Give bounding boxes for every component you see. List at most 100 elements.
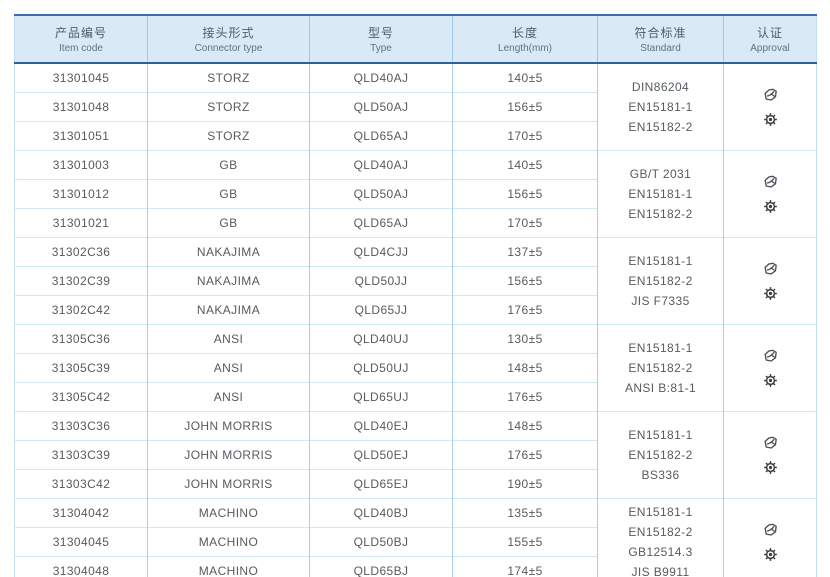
table-row: 31304045 MACHINO QLD50BJ 155±5 [14,527,817,557]
cell-code: 31305C36 [14,324,148,354]
cell-length: 137±5 [452,237,598,267]
cell-length: 156±5 [452,179,598,209]
cell-standards: EN15181-1 EN15182-2 JIS F7335 [597,237,724,325]
header-item-code: 产品编号 Item code [14,15,148,64]
cell-standards: DIN86204 EN15181-1 EN15182-2 [597,62,724,151]
cell-code: 31301003 [14,150,148,180]
header-approval-zh: 认证 [756,26,783,40]
standard-line: EN15181-1 [628,187,693,201]
approval-icons [724,87,816,127]
cell-code: 31304048 [14,556,148,577]
standard-line: GB12514.3 [628,545,693,559]
cell-connector: NAKAJIMA [147,266,310,296]
standard-line: JIS F7335 [631,294,690,308]
header-item-code-en: Item code [59,43,103,54]
header-approval-en: Approval [750,43,790,54]
cell-type: QLD50AJ [309,92,453,122]
cell-type: QLD40BJ [309,498,453,528]
table-row: 31303C39 JOHN MORRIS QLD50EJ 176±5 [14,440,817,470]
approval-icons [724,261,816,301]
cell-connector: STORZ [147,92,310,122]
approval-icons [724,522,816,562]
approval-icons [724,348,816,388]
standard-line: JIS B9911 [631,565,690,577]
cell-connector: MACHINO [147,527,310,557]
cell-code: 31304045 [14,527,148,557]
cell-type: QLD50AJ [309,179,453,209]
table-row: 31301012 GB QLD50AJ 156±5 [14,179,817,209]
cell-connector: NAKAJIMA [147,237,310,267]
standard-line: BS336 [641,468,680,482]
cell-connector: MACHINO [147,556,310,577]
cell-type: QLD65UJ [309,382,453,412]
cell-code: 31305C42 [14,382,148,412]
header-row: 产品编号 Item code 接头形式 Connector type 型号 Ty… [14,15,817,64]
cell-length: 176±5 [452,295,598,325]
header-length-en: Length(mm) [498,43,552,54]
cell-type: QLD4CJJ [309,237,453,267]
cell-length: 170±5 [452,208,598,238]
table-row: 31304042 MACHINO QLD40BJ 135±5 EN15181-1 EN15… [14,498,817,577]
table-row: 31301051 STORZ QLD65AJ 170±5 [14,121,817,151]
cell-connector: ANSI [147,382,310,412]
cell-approval [723,237,817,325]
certificate-icon [764,88,777,101]
cell-code: 31301012 [14,179,148,209]
certificate-icon [764,262,777,275]
table-row: 31305C42 ANSI QLD65UJ 176±5 [14,382,817,412]
cell-connector: STORZ [147,121,310,151]
cell-type: QLD65EJ [309,469,453,499]
cell-code: 31304042 [14,498,148,528]
cell-approval [723,498,817,577]
cell-length: 148±5 [452,411,598,441]
header-length: 长度 Length(mm) [452,15,598,64]
cell-approval [723,62,817,151]
header-approval: 认证 Approval [723,15,817,64]
table-row: 31304048 MACHINO QLD65BJ 174±5 [14,556,817,577]
cell-type: QLD50UJ [309,353,453,383]
gear-seal-icon [763,287,777,300]
cell-length: 190±5 [452,469,598,499]
table-row: 31301045 STORZ QLD40AJ 140±5 DIN86204 EN15181… [14,62,817,151]
approval-icons [724,174,816,214]
table-row: 31301021 GB QLD65AJ 170±5 [14,208,817,238]
header-connector-type-en: Connector type [194,43,263,54]
cell-type: QLD50EJ [309,440,453,470]
cell-length: 170±5 [452,121,598,151]
cell-type: QLD40EJ [309,411,453,441]
standard-line: EN15181-1 [628,341,693,355]
gear-seal-icon [763,200,777,213]
header-standard-zh: 符合标准 [634,26,687,40]
table-row: 31302C42 NAKAJIMA QLD65JJ 176±5 [14,295,817,325]
cell-standards: EN15181-1 EN15182-2 BS336 [597,411,724,499]
cell-type: QLD40UJ [309,324,453,354]
cell-standards: EN15181-1 EN15182-2 GB12514.3 JIS B9911 [597,498,724,577]
table-body: 31301045 STORZ QLD40AJ 140±5 DIN86204 EN15181… [14,62,817,577]
certificate-icon [764,175,777,188]
table-row: 31303C42 JOHN MORRIS QLD65EJ 190±5 [14,469,817,499]
cell-code: 31301045 [14,62,148,93]
cell-connector: GB [147,179,310,209]
cell-connector: ANSI [147,324,310,354]
cell-length: 140±5 [452,62,598,93]
header-type: 型号 Type [309,15,453,64]
cell-length: 156±5 [452,266,598,296]
standard-line: EN15181-1 [628,505,693,519]
product-table: 产品编号 Item code 接头形式 Connector type 型号 Ty… [14,14,817,577]
cell-connector: JOHN MORRIS [147,469,310,499]
cell-connector: NAKAJIMA [147,295,310,325]
cell-type: QLD65JJ [309,295,453,325]
cell-type: QLD50BJ [309,527,453,557]
header-standard-en: Standard [640,43,681,54]
table-row: 31305C39 ANSI QLD50UJ 148±5 [14,353,817,383]
table-header: 产品编号 Item code 接头形式 Connector type 型号 Ty… [14,15,817,64]
cell-standards: GB/T 2031 EN15181-1 EN15182-2 [597,150,724,238]
standard-line: ANSI B:81-1 [624,381,697,395]
standard-line: EN15182-2 [628,361,693,375]
cell-connector: GB [147,150,310,180]
header-item-code-zh: 产品编号 [54,26,107,40]
gear-seal-icon [763,548,777,561]
header-type-zh: 型号 [367,26,394,40]
cell-length: 135±5 [452,498,598,528]
cell-connector: JOHN MORRIS [147,411,310,441]
